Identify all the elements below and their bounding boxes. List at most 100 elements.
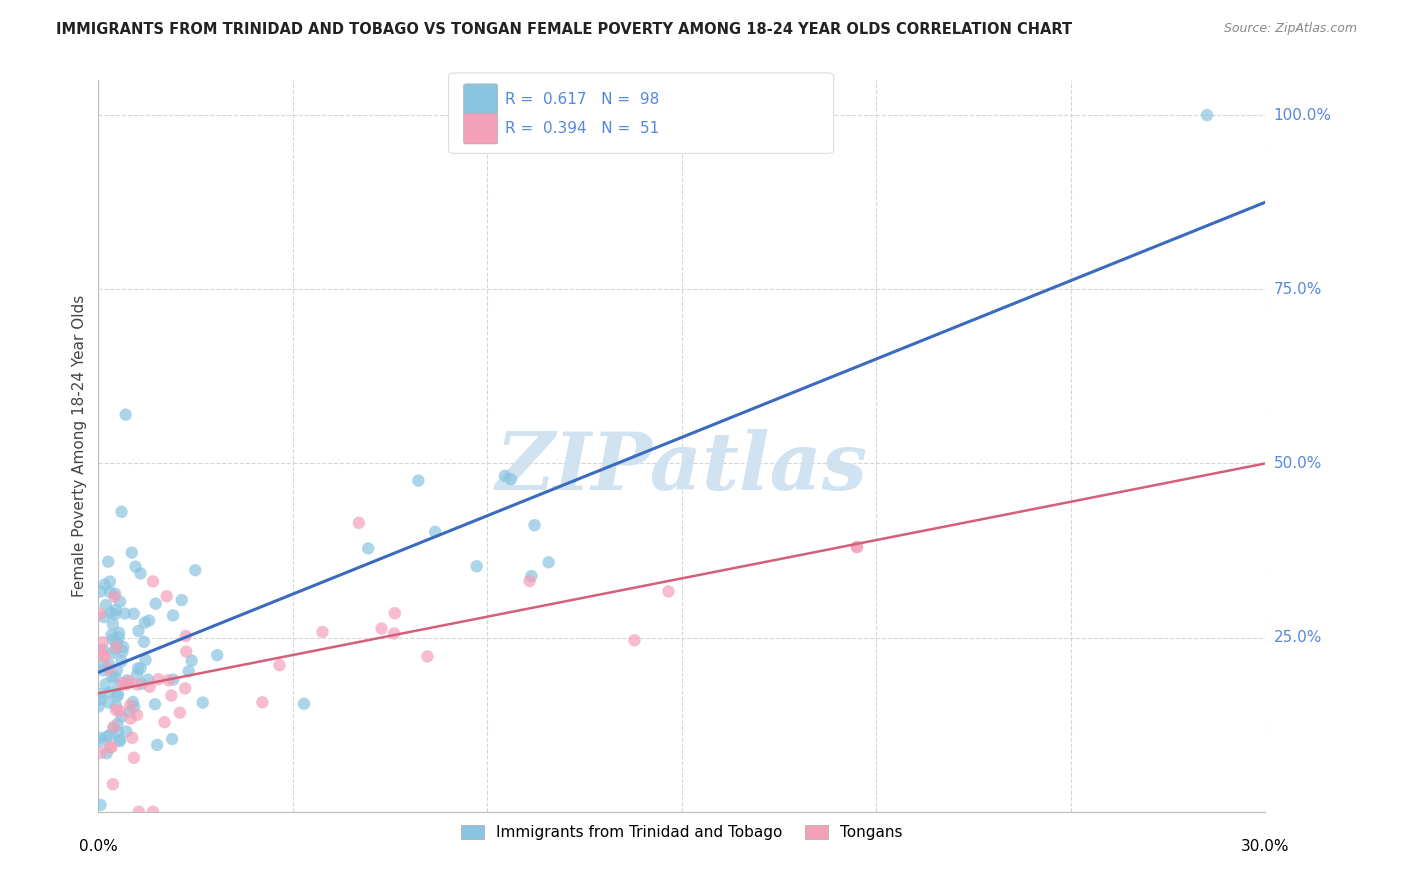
Point	[101, 670, 124, 684]
Point	[108, 734, 131, 748]
Point	[108, 626, 131, 640]
Point	[846, 540, 869, 554]
Point	[520, 569, 543, 583]
Point	[105, 663, 128, 677]
Point	[311, 624, 333, 639]
Point	[523, 518, 546, 533]
Point	[174, 629, 197, 643]
Point	[135, 653, 157, 667]
Point	[114, 607, 136, 621]
Point	[93, 650, 115, 665]
Point	[623, 633, 645, 648]
Point	[101, 617, 124, 632]
Point	[122, 751, 145, 765]
Point	[103, 590, 125, 604]
Point	[89, 746, 111, 760]
Point	[465, 559, 488, 574]
Point	[846, 540, 869, 554]
Point	[104, 642, 127, 657]
Point	[89, 731, 111, 745]
Point	[93, 610, 115, 624]
Point	[90, 734, 112, 748]
Point	[89, 607, 111, 621]
Point	[382, 626, 405, 640]
Point	[98, 740, 121, 755]
Point	[98, 585, 121, 599]
Point	[127, 624, 149, 638]
Point	[160, 689, 183, 703]
Text: 0.0%: 0.0%	[79, 839, 118, 855]
Point	[205, 648, 228, 662]
Point	[111, 644, 134, 658]
Point	[100, 740, 122, 755]
Point	[107, 678, 129, 692]
Point	[108, 733, 131, 747]
Point	[121, 695, 143, 709]
Point	[132, 635, 155, 649]
Point	[118, 674, 141, 689]
Point	[184, 563, 207, 577]
Point	[108, 704, 131, 718]
Point	[91, 656, 114, 670]
Point	[115, 724, 138, 739]
Point	[124, 559, 146, 574]
Point	[91, 642, 114, 657]
Point	[138, 680, 160, 694]
Point	[90, 644, 112, 658]
Point	[162, 608, 184, 623]
Legend: Immigrants from Trinidad and Tobago, Tongans: Immigrants from Trinidad and Tobago, Ton…	[453, 818, 911, 848]
Point	[174, 644, 197, 658]
Point	[114, 408, 136, 422]
Point	[110, 709, 132, 723]
Point	[111, 676, 134, 690]
Point	[180, 654, 202, 668]
Point	[104, 703, 127, 717]
Point	[104, 603, 127, 617]
Point	[162, 673, 184, 687]
Point	[96, 730, 118, 744]
Point	[100, 628, 122, 642]
Point	[269, 658, 291, 673]
Point	[174, 681, 197, 696]
Point	[98, 685, 121, 699]
Point	[103, 720, 125, 734]
Point	[125, 677, 148, 691]
Point	[91, 635, 114, 649]
Point	[499, 472, 522, 486]
Point	[125, 707, 148, 722]
Point	[87, 699, 110, 714]
Point	[98, 662, 121, 676]
Point	[129, 566, 152, 581]
Point	[138, 614, 160, 628]
Point	[347, 516, 370, 530]
Point	[107, 687, 129, 701]
Point	[91, 648, 114, 662]
Point	[107, 725, 129, 739]
Point	[142, 574, 165, 589]
Text: 75.0%: 75.0%	[1274, 282, 1322, 297]
Point	[101, 646, 124, 660]
Text: 30.0%: 30.0%	[1241, 839, 1289, 855]
Point	[110, 654, 132, 668]
FancyBboxPatch shape	[449, 73, 834, 153]
Point	[370, 622, 392, 636]
Text: Source: ZipAtlas.com: Source: ZipAtlas.com	[1223, 22, 1357, 36]
Point	[120, 698, 142, 713]
Point	[292, 697, 315, 711]
Point	[129, 661, 152, 675]
Point	[105, 640, 128, 654]
Point	[94, 677, 117, 691]
Point	[90, 693, 112, 707]
Point	[153, 715, 176, 730]
Point	[537, 555, 560, 569]
Point	[127, 661, 149, 675]
Point	[120, 712, 142, 726]
Text: IMMIGRANTS FROM TRINIDAD AND TOBAGO VS TONGAN FEMALE POVERTY AMONG 18-24 YEAR OL: IMMIGRANTS FROM TRINIDAD AND TOBAGO VS T…	[56, 22, 1073, 37]
Text: R =  0.394   N =  51: R = 0.394 N = 51	[505, 121, 659, 136]
Point	[1195, 108, 1218, 122]
Point	[136, 673, 159, 687]
Point	[98, 657, 121, 672]
Text: 50.0%: 50.0%	[1274, 456, 1322, 471]
Point	[104, 587, 127, 601]
Point	[121, 546, 143, 560]
